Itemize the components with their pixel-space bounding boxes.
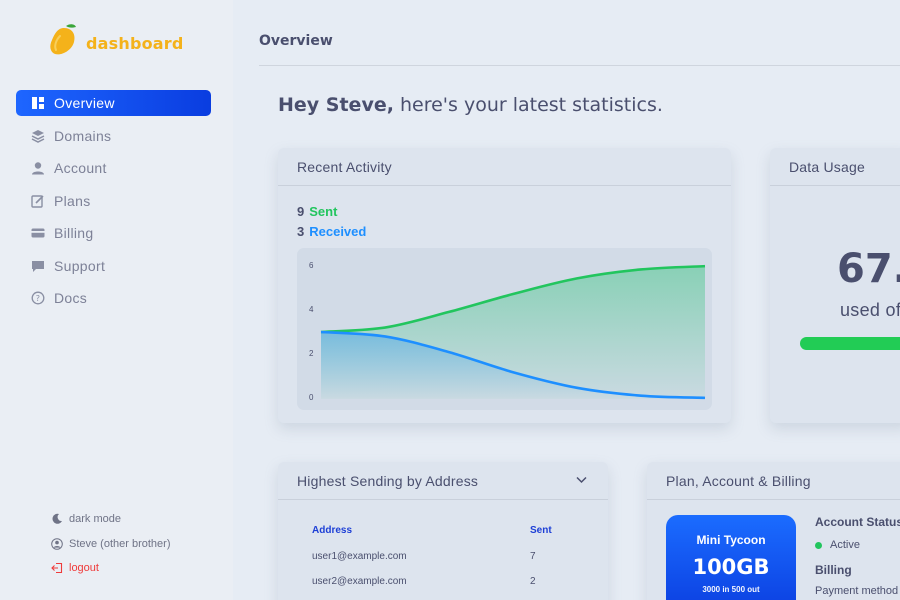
- plan-size: 100GB: [692, 555, 770, 579]
- divider: [259, 65, 900, 66]
- sidebar-nav: Overview Domains Account Plans Billing: [16, 90, 211, 318]
- edit-icon: [31, 194, 45, 208]
- card-title: Plan, Account & Billing: [647, 462, 900, 500]
- help-circle-icon: ?: [31, 291, 45, 305]
- logout-icon: [51, 562, 63, 574]
- card-title: Highest Sending by Address: [297, 472, 479, 489]
- dark-mode-toggle[interactable]: dark mode: [51, 510, 171, 528]
- sidebar-item-docs[interactable]: ? Docs: [16, 285, 211, 311]
- account-info: Account Status Active Billing Payment me…: [815, 515, 900, 597]
- table-row: user2@example.com 2: [312, 569, 552, 595]
- plan-note: 3000 in 500 out: [702, 585, 760, 594]
- account-status-label: Account Status: [815, 515, 900, 529]
- usage-progress-bar: [800, 337, 900, 350]
- sidebar-item-label: Overview: [54, 95, 115, 111]
- status-text: Active: [830, 539, 860, 551]
- usage-value: 67.0: [837, 246, 900, 292]
- sidebar: dashboard Overview Domains Account Plans: [0, 0, 233, 600]
- card-header: Highest Sending by Address: [278, 462, 608, 500]
- logo[interactable]: dashboard: [48, 22, 184, 58]
- received-label: Received: [309, 223, 367, 239]
- svg-text:?: ?: [36, 294, 41, 303]
- plan-name: Mini Tycoon: [696, 533, 766, 547]
- page-title: Overview: [259, 33, 333, 49]
- address-cell: user1@example.com: [312, 550, 407, 562]
- sending-table: Address Sent user1@example.com 7 user2@e…: [312, 518, 552, 595]
- sidebar-item-label: Domains: [54, 127, 112, 144]
- sidebar-item-billing[interactable]: Billing: [16, 220, 211, 246]
- layers-icon: [31, 129, 45, 143]
- chevron-down-icon[interactable]: [575, 473, 588, 489]
- greeting: Hey Steve, here's your latest statistics…: [278, 94, 663, 116]
- sidebar-item-label: Docs: [54, 290, 88, 306]
- sidebar-item-label: Billing: [54, 225, 94, 241]
- greeting-text: here's your latest statistics.: [393, 94, 663, 116]
- y-tick-label: 6: [309, 261, 314, 270]
- sidebar-item-overview[interactable]: Overview: [16, 90, 211, 116]
- dashboard-icon: [31, 96, 45, 110]
- sidebar-item-account[interactable]: Account: [16, 155, 211, 181]
- usage-subtext: used of: [840, 300, 900, 320]
- sidebar-item-plans[interactable]: Plans: [16, 188, 211, 214]
- address-cell: user2@example.com: [312, 576, 407, 588]
- user-circle-icon: [51, 537, 63, 550]
- main-content: Overview Hey Steve, here's your latest s…: [233, 0, 900, 600]
- sidebar-item-label: Support: [54, 257, 106, 274]
- sent-label: Sent: [309, 204, 338, 219]
- sidebar-item-label: Account: [54, 160, 107, 176]
- sent-cell: 7: [530, 550, 536, 562]
- logout-label: logout: [69, 562, 99, 574]
- user-profile-link[interactable]: Steve (other brother): [51, 535, 171, 553]
- column-header: Address: [312, 525, 353, 537]
- activity-chart-svg: 6 4 2 0: [309, 261, 706, 402]
- received-line: [320, 330, 706, 400]
- greeting-name: Hey Steve,: [278, 94, 394, 116]
- sent-count: 9: [297, 204, 305, 219]
- table-header: Address Sent: [312, 518, 552, 544]
- chat-icon: [31, 259, 45, 273]
- sent-stat: 9 Sent: [297, 202, 366, 222]
- sidebar-footer: dark mode Steve (other brother) logout: [51, 510, 171, 584]
- highest-sending-card: Highest Sending by Address Address Sent …: [278, 462, 608, 600]
- card-title: Recent Activity: [278, 148, 731, 186]
- dark-mode-label: dark mode: [69, 513, 121, 525]
- column-header: Sent: [530, 525, 552, 537]
- user-name: Steve (other brother): [69, 537, 171, 550]
- brand-name: dashboard: [86, 33, 184, 53]
- received-count: 3: [297, 223, 305, 239]
- y-tick-label: 0: [309, 393, 314, 402]
- status-badge: Active: [815, 539, 900, 551]
- plan-badge[interactable]: Mini Tycoon 100GB 3000 in 500 out: [666, 515, 796, 600]
- status-dot-icon: [815, 541, 822, 549]
- billing-label: Billing: [815, 563, 852, 577]
- recent-activity-card: Recent Activity 9 Sent 3 Received 6 4: [278, 148, 731, 423]
- sent-line: [320, 264, 706, 334]
- received-stat: 3 Received: [297, 222, 366, 242]
- activity-chart: 6 4 2 0: [297, 248, 712, 410]
- plan-billing-card: Plan, Account & Billing Mini Tycoon 100G…: [647, 462, 900, 600]
- mango-logo-icon: [48, 22, 80, 58]
- moon-icon: [51, 513, 63, 525]
- y-tick-label: 4: [309, 305, 314, 314]
- user-icon: [31, 161, 45, 175]
- sidebar-item-support[interactable]: Support: [16, 253, 211, 279]
- credit-card-icon: [31, 226, 45, 240]
- data-usage-card: Data Usage 67.0 used of: [770, 148, 900, 423]
- logout-link[interactable]: logout: [51, 559, 171, 577]
- activity-stats: 9 Sent 3 Received: [297, 202, 366, 241]
- payment-method-label: Payment method: [815, 585, 899, 597]
- sent-cell: 2: [530, 576, 536, 588]
- card-title: Data Usage: [770, 148, 900, 186]
- sidebar-item-label: Plans: [54, 192, 91, 209]
- received-area: [321, 332, 705, 399]
- table-row: user1@example.com 7: [312, 544, 552, 570]
- y-tick-label: 2: [309, 349, 314, 358]
- sidebar-item-domains[interactable]: Domains: [16, 123, 211, 149]
